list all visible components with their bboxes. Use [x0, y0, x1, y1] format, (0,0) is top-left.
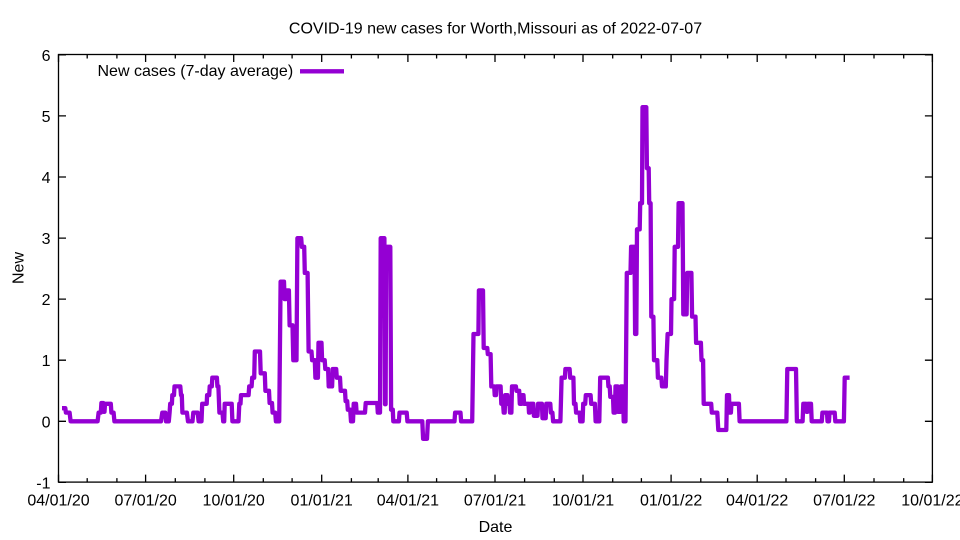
svg-text:04/01/20: 04/01/20 [27, 493, 89, 510]
svg-text:5: 5 [42, 109, 51, 126]
svg-text:04/01/22: 04/01/22 [726, 493, 788, 510]
svg-text:10/01/20: 10/01/20 [203, 493, 265, 510]
svg-text:10/01/22: 10/01/22 [901, 493, 960, 510]
svg-text:2: 2 [42, 292, 51, 309]
svg-text:1: 1 [42, 353, 51, 370]
svg-text:01/01/22: 01/01/22 [640, 493, 702, 510]
svg-text:New cases (7-day average): New cases (7-day average) [98, 63, 294, 80]
svg-text:COVID-19 new cases for Worth,M: COVID-19 new cases for Worth,Missouri as… [289, 21, 702, 38]
svg-text:6: 6 [42, 48, 51, 65]
svg-text:04/01/21: 04/01/21 [377, 493, 439, 510]
svg-text:0: 0 [42, 414, 51, 431]
svg-text:07/01/21: 07/01/21 [464, 493, 526, 510]
svg-text:Date: Date [479, 519, 513, 536]
svg-text:01/01/21: 01/01/21 [291, 493, 353, 510]
svg-text:4: 4 [42, 170, 51, 187]
svg-text:10/01/21: 10/01/21 [552, 493, 614, 510]
svg-text:07/01/22: 07/01/22 [813, 493, 875, 510]
svg-text:07/01/20: 07/01/20 [114, 493, 176, 510]
svg-text:-1: -1 [36, 475, 50, 492]
svg-text:3: 3 [42, 231, 51, 248]
svg-text:New: New [11, 252, 28, 284]
